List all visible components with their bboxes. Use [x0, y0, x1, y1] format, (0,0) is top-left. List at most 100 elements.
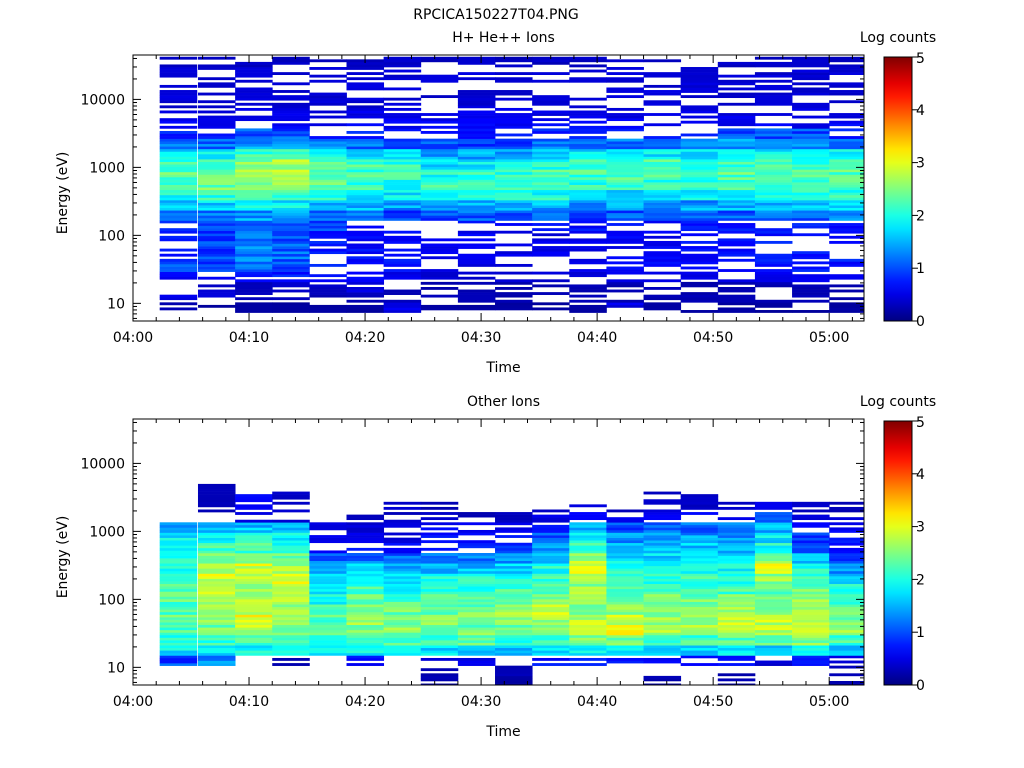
heatmap-cell: [717, 532, 756, 536]
heatmap-cell: [643, 606, 682, 610]
heatmap-cell: [495, 640, 533, 643]
heatmap-cell: [420, 506, 459, 510]
heatmap-cell: [754, 553, 793, 556]
heatmap-cell: [159, 555, 198, 559]
heatmap-cell: [792, 593, 830, 597]
heatmap-cell: [309, 74, 347, 78]
heatmap-cell: [457, 307, 496, 311]
heatmap-cell: [532, 177, 570, 180]
heatmap-cell: [680, 586, 719, 590]
heatmap-cell: [197, 64, 236, 68]
heatmap-cell: [420, 593, 459, 597]
heatmap-cell: [159, 532, 198, 536]
heatmap-cell: [346, 97, 385, 101]
heatmap-cell: [606, 192, 644, 196]
heatmap-cell: [346, 304, 385, 308]
heatmap-cell: [606, 535, 644, 538]
heatmap-cell: [495, 77, 533, 81]
heatmap-cell: [792, 540, 830, 544]
heatmap-cell: [532, 102, 570, 106]
heatmap-cell: [643, 532, 682, 536]
heatmap-cell: [346, 67, 385, 70]
heatmap-cell: [792, 550, 830, 554]
heatmap-cell: [680, 177, 719, 180]
heatmap-cell: [792, 632, 830, 636]
heatmap-cell: [235, 637, 273, 641]
heatmap-cell: [569, 128, 607, 132]
heatmap-cell: [754, 542, 793, 546]
heatmap-cell: [383, 205, 422, 209]
heatmap-cell: [309, 596, 347, 600]
heatmap-cell: [495, 212, 533, 216]
heatmap-cell: [457, 614, 496, 618]
heatmap-cell: [754, 274, 793, 278]
heatmap-cell: [457, 243, 496, 247]
heatmap-cell: [717, 248, 756, 252]
heatmap-cell: [457, 238, 496, 242]
heatmap-cell: [272, 535, 310, 538]
heatmap-cell: [159, 136, 198, 139]
heatmap-cell: [717, 182, 756, 185]
heatmap-cell: [346, 532, 385, 536]
heatmap-cell: [346, 64, 385, 68]
heatmap-cell: [606, 627, 644, 631]
heatmap-cell: [569, 504, 607, 508]
heatmap-cell: [829, 583, 864, 587]
heatmap-cell: [792, 210, 830, 214]
heatmap-cell: [532, 547, 570, 551]
heatmap-cell: [235, 619, 273, 623]
heatmap-cell: [717, 113, 756, 116]
y-axis-label: Energy (eV): [55, 516, 71, 599]
heatmap-cell: [829, 115, 864, 119]
heatmap-cell: [346, 524, 385, 528]
heatmap-cell: [680, 212, 719, 216]
heatmap-cell: [606, 619, 644, 623]
heatmap-cell: [235, 581, 273, 585]
heatmap-cell: [606, 143, 644, 147]
heatmap-cell: [643, 568, 682, 572]
heatmap-cell: [159, 660, 198, 664]
heatmap-cell: [717, 120, 756, 124]
heatmap-cell: [159, 69, 198, 73]
heatmap-cell: [309, 215, 347, 219]
heatmap-cell: [680, 550, 719, 554]
heatmap-cell: [754, 547, 793, 551]
heatmap-cell: [346, 611, 385, 615]
heatmap-cell: [792, 289, 830, 293]
heatmap-cell: [829, 284, 864, 288]
heatmap-cell: [197, 192, 236, 196]
heatmap-cell: [495, 215, 533, 219]
heatmap-cell: [346, 581, 385, 585]
heatmap-cell: [532, 240, 570, 244]
heatmap-cell: [197, 141, 236, 145]
heatmap-cell: [495, 591, 533, 595]
heatmap-cell: [792, 136, 830, 139]
heatmap-cell: [680, 512, 719, 515]
heatmap-cell: [717, 212, 756, 216]
heatmap-cell: [754, 230, 793, 234]
heatmap-cell: [792, 256, 830, 260]
heatmap-cell: [159, 189, 198, 193]
heatmap-cell: [383, 200, 422, 203]
heatmap-cell: [383, 599, 422, 602]
heatmap-cell: [643, 683, 682, 685]
heatmap-cell: [532, 228, 570, 232]
heatmap-cell: [792, 629, 830, 633]
heatmap-cell: [606, 299, 644, 303]
heatmap-cell: [643, 202, 682, 206]
heatmap-cell: [532, 187, 570, 191]
heatmap-cell: [457, 294, 496, 298]
heatmap-cell: [197, 159, 236, 162]
heatmap-cell: [383, 642, 422, 646]
heatmap-cell: [420, 210, 459, 214]
heatmap-cell: [643, 514, 682, 518]
heatmap-cell: [532, 519, 570, 523]
heatmap-cell: [272, 123, 310, 127]
heatmap-cell: [457, 187, 496, 191]
heatmap-cell: [643, 189, 682, 193]
heatmap-cell: [532, 553, 570, 556]
heatmap-cell: [829, 156, 864, 160]
heatmap-cell: [532, 593, 570, 597]
heatmap-cell: [717, 61, 756, 65]
heatmap-cell: [197, 110, 236, 114]
